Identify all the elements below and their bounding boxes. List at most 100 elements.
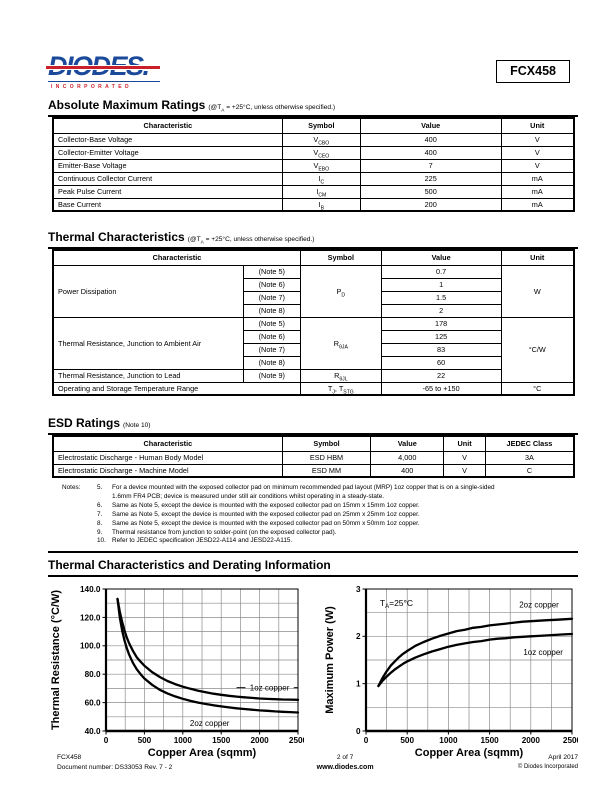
table-row: (Note 6) 125 bbox=[53, 329, 574, 344]
cell-note: (Note 8) bbox=[242, 303, 301, 318]
chart-annotation: TA=25°C bbox=[380, 598, 413, 610]
y-tick-label: 0 bbox=[356, 727, 361, 736]
charts-row: 0500100015002000250040.060.080.0100.0120… bbox=[48, 581, 578, 769]
cell-characteristic: Electrostatic Discharge - Machine Model bbox=[52, 463, 283, 478]
y-tick-label: 100.0 bbox=[80, 642, 101, 651]
column-header: Unit bbox=[500, 117, 575, 134]
column-header: Symbol bbox=[281, 435, 372, 452]
cell-value: VEBO bbox=[281, 158, 361, 173]
cell-value: V bbox=[500, 145, 575, 160]
y-tick-label: 80.0 bbox=[85, 670, 101, 679]
footer-page-number: 2 of 7 bbox=[336, 754, 354, 761]
series-label: 1oz copper bbox=[250, 684, 290, 693]
table-row: Collector-Base Voltage VCBO 400 V bbox=[52, 132, 575, 147]
cell-value: ESD MM bbox=[281, 463, 372, 478]
cell-value: 60 bbox=[380, 355, 502, 370]
note-item: 8. Same as Note 5, except the device is m… bbox=[97, 520, 495, 529]
cell-characteristic: Base Current bbox=[52, 197, 283, 212]
esd-ratings-table: Characteristic Symbol Value Unit JEDEC Class… bbox=[52, 435, 575, 478]
series-label: 2oz copper bbox=[190, 719, 230, 728]
cell-value: mA bbox=[500, 171, 575, 186]
cell-value: 0.7 bbox=[380, 264, 502, 279]
cell-value: VCBO bbox=[281, 132, 361, 147]
table-row: Electrostatic Discharge - Human Body Mod… bbox=[52, 450, 575, 465]
series-curve-1oz-copper bbox=[116, 598, 300, 702]
section-subtitle: (@TA = +25°C, unless otherwise specified… bbox=[187, 236, 315, 245]
cell-note: (Note 7) bbox=[242, 342, 301, 357]
cell-value: 7 bbox=[359, 158, 502, 173]
x-axis-title: Copper Area (sqmm) bbox=[148, 747, 257, 759]
footer-part-number: FCX458 bbox=[57, 754, 82, 761]
column-header: Characteristic bbox=[52, 117, 283, 134]
cell-characteristic: Collector-Emitter Voltage bbox=[52, 145, 283, 160]
section-subtitle: (@TA = +25°C, unless otherwise specified… bbox=[208, 104, 336, 113]
cell-characteristic: Collector-Base Voltage bbox=[52, 132, 283, 147]
cell-value: 83 bbox=[380, 342, 502, 357]
section-header-esd-ratings: ESD Ratings (Note 10) bbox=[48, 414, 578, 435]
column-header: Value bbox=[359, 117, 502, 134]
note-item: 10. Refer to JEDEC specification JESD22-A… bbox=[97, 537, 495, 546]
page-header: DIODES. INCORPORATED FCX458 bbox=[0, 0, 612, 96]
cell-value: 125 bbox=[380, 329, 502, 344]
note-number: 9. bbox=[97, 528, 103, 536]
cell-value: ICM bbox=[281, 184, 361, 199]
y-tick-label: 3 bbox=[356, 585, 361, 594]
table-row: (Note 8) 2 bbox=[53, 303, 574, 318]
cell-value: 3A bbox=[484, 450, 575, 465]
x-tick-label: 500 bbox=[138, 736, 152, 745]
column-header: Unit bbox=[443, 435, 486, 452]
notes-block: Notes: 5. For a device mounted with the e… bbox=[48, 484, 578, 546]
cell-value: 500 bbox=[359, 184, 502, 199]
x-tick-label: 1500 bbox=[212, 736, 231, 745]
series-curve-2oz-copper bbox=[377, 617, 574, 688]
table-row: Emitter-Base Voltage VEBO 7 V bbox=[52, 158, 575, 173]
cell-value: 1 bbox=[380, 277, 502, 292]
section-subtitle: (Note 10) bbox=[123, 422, 151, 429]
table-row: Collector-Emitter Voltage VCEO 400 V bbox=[52, 145, 575, 160]
page-footer: FCX458 Document number: DS33053 Rev. 7 -… bbox=[48, 753, 578, 772]
note-number: 6. bbox=[97, 501, 103, 509]
note-item: 9. Thermal resistance from junction to so… bbox=[97, 529, 495, 538]
column-header: Characteristic bbox=[52, 435, 283, 452]
column-header: Symbol bbox=[299, 249, 382, 266]
cell-characteristic: Thermal Resistance, Junction to Lead bbox=[52, 368, 244, 383]
note-text: Same as Note 5, except the device is mou… bbox=[112, 510, 420, 518]
table-row: Base Current IB 200 mA bbox=[52, 197, 575, 212]
cell-value: ESD HBM bbox=[281, 450, 372, 465]
note-item: 7. Same as Note 5, except the device is m… bbox=[97, 511, 495, 520]
y-tick-label: 60.0 bbox=[85, 699, 101, 708]
cell-symbol: RθJA bbox=[299, 316, 382, 370]
note-text: Same as Note 5, except the device is mou… bbox=[112, 519, 420, 527]
y-tick-label: 140.0 bbox=[80, 585, 101, 594]
notes-items: 5. For a device mounted with the exposed … bbox=[97, 484, 495, 546]
cell-value: -65 to +150 bbox=[380, 381, 502, 396]
cell-value: V bbox=[443, 463, 486, 478]
y-axis-title: Thermal Resistance (°C/W) bbox=[50, 590, 62, 730]
section-title: ESD Ratings bbox=[48, 416, 121, 430]
cell-value: 400 bbox=[370, 463, 445, 478]
series-label: 1oz copper bbox=[523, 649, 563, 658]
column-header: Unit bbox=[500, 249, 575, 266]
section-header-absolute-maximum-ratings: Absolute Maximum Ratings (@TA = +25°C, un… bbox=[48, 96, 578, 117]
cell-value: 4,000 bbox=[370, 450, 445, 465]
cell-value: IC bbox=[281, 171, 361, 186]
footer-center: 2 of 7 www.diodes.com bbox=[317, 753, 374, 772]
cell-symbol: TJ, TSTG bbox=[299, 381, 382, 396]
diodes-logo: DIODES. INCORPORATED bbox=[46, 53, 168, 90]
absolute-maximum-ratings-table: Characteristic Symbol Value Unit Collector-… bbox=[52, 117, 575, 212]
cell-value: 1.5 bbox=[380, 290, 502, 305]
cell-unit: W bbox=[500, 264, 575, 318]
cell-value: V bbox=[500, 158, 575, 173]
note-item: 5. For a device mounted with the exposed … bbox=[97, 484, 495, 502]
cell-characteristic: Thermal Resistance, Junction to Ambient … bbox=[52, 316, 244, 370]
series-label: 2oz copper bbox=[519, 601, 559, 610]
cell-value: 400 bbox=[359, 132, 502, 147]
table-row: Thermal Resistance, Junction to Ambient … bbox=[52, 316, 575, 383]
cell-characteristic: Electrostatic Discharge - Human Body Mod… bbox=[52, 450, 283, 465]
cell-unit: °C bbox=[500, 381, 575, 396]
y-tick-label: 40.0 bbox=[85, 727, 101, 736]
note-number: 10. bbox=[97, 537, 106, 545]
